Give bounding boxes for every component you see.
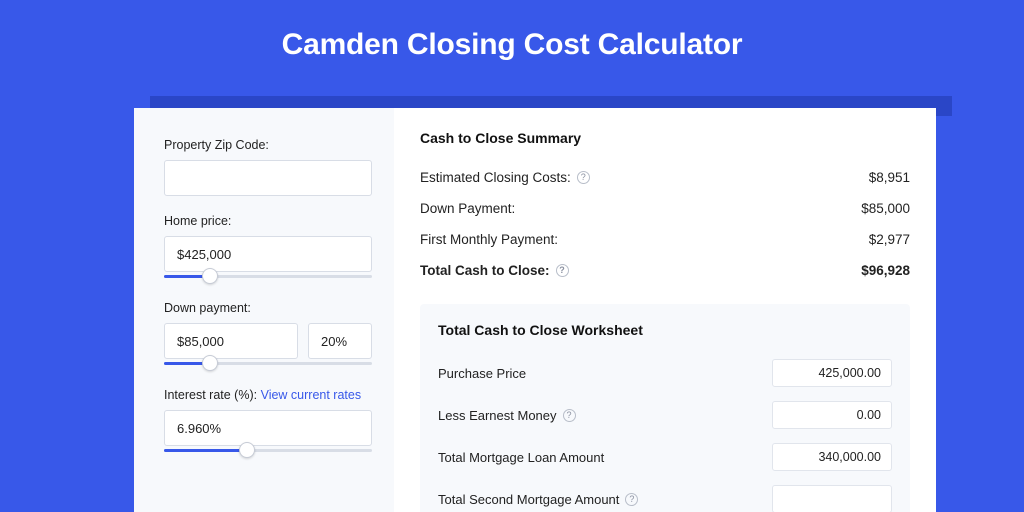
- summary-row-label-text: Total Cash to Close:: [420, 263, 550, 278]
- zip-input[interactable]: [164, 160, 372, 196]
- summary-row-label: Total Cash to Close:?: [420, 263, 569, 278]
- home-price-slider[interactable]: [164, 271, 372, 283]
- zip-label: Property Zip Code:: [164, 138, 372, 152]
- summary-row-label-text: Down Payment:: [420, 201, 515, 216]
- worksheet-panel: Total Cash to Close Worksheet Purchase P…: [420, 304, 910, 512]
- summary-rows: Estimated Closing Costs:? $8,951 Down Paym…: [420, 162, 910, 286]
- worksheet-rows: Purchase Price Less Earnest Money? Total M…: [438, 352, 892, 512]
- summary-row-value: $2,977: [869, 232, 910, 247]
- summary-row-label: Estimated Closing Costs:?: [420, 170, 590, 185]
- worksheet-row-input[interactable]: [772, 485, 892, 512]
- down-payment-pct-input[interactable]: [308, 323, 372, 359]
- home-price-field: Home price:: [164, 214, 372, 283]
- worksheet-row-input[interactable]: [772, 359, 892, 387]
- calculator-card: Property Zip Code: Home price: Down paym…: [134, 108, 936, 512]
- worksheet-title: Total Cash to Close Worksheet: [438, 322, 892, 338]
- summary-row-label: First Monthly Payment:: [420, 232, 558, 247]
- worksheet-row: Total Mortgage Loan Amount: [438, 436, 892, 478]
- page-title: Camden Closing Cost Calculator: [0, 0, 1024, 84]
- worksheet-row-label: Less Earnest Money?: [438, 408, 576, 423]
- summary-row-value: $8,951: [869, 170, 910, 185]
- summary-row: First Monthly Payment: $2,977: [420, 224, 910, 255]
- worksheet-row-label-text: Less Earnest Money: [438, 408, 557, 423]
- worksheet-row-input[interactable]: [772, 401, 892, 429]
- down-payment-slider[interactable]: [164, 358, 372, 370]
- worksheet-row-input[interactable]: [772, 443, 892, 471]
- interest-rate-label-text: Interest rate (%):: [164, 388, 257, 402]
- worksheet-row-label: Total Second Mortgage Amount?: [438, 492, 638, 507]
- results-panel: Cash to Close Summary Estimated Closing …: [394, 108, 936, 512]
- zip-field: Property Zip Code:: [164, 138, 372, 196]
- worksheet-row-label-text: Purchase Price: [438, 366, 526, 381]
- summary-row: Estimated Closing Costs:? $8,951: [420, 162, 910, 193]
- help-icon[interactable]: ?: [556, 264, 569, 277]
- help-icon[interactable]: ?: [563, 409, 576, 422]
- interest-rate-input[interactable]: [164, 410, 372, 446]
- worksheet-row-label-text: Total Second Mortgage Amount: [438, 492, 619, 507]
- worksheet-row-label-text: Total Mortgage Loan Amount: [438, 450, 604, 465]
- worksheet-row: Purchase Price: [438, 352, 892, 394]
- worksheet-row-label: Total Mortgage Loan Amount: [438, 450, 604, 465]
- home-price-label: Home price:: [164, 214, 372, 228]
- interest-rate-field: Interest rate (%): View current rates: [164, 388, 372, 457]
- summary-row: Total Cash to Close:? $96,928: [420, 255, 910, 286]
- summary-row-label-text: Estimated Closing Costs:: [420, 170, 571, 185]
- summary-title: Cash to Close Summary: [420, 130, 910, 146]
- slider-thumb[interactable]: [202, 268, 218, 284]
- summary-row-label-text: First Monthly Payment:: [420, 232, 558, 247]
- summary-row-label: Down Payment:: [420, 201, 515, 216]
- interest-rate-slider[interactable]: [164, 445, 372, 457]
- worksheet-row: Total Second Mortgage Amount?: [438, 478, 892, 512]
- slider-thumb[interactable]: [239, 442, 255, 458]
- summary-row-value: $85,000: [861, 201, 910, 216]
- view-rates-link[interactable]: View current rates: [261, 388, 362, 402]
- slider-thumb[interactable]: [202, 355, 218, 371]
- help-icon[interactable]: ?: [577, 171, 590, 184]
- summary-row-value: $96,928: [861, 263, 910, 278]
- down-payment-label: Down payment:: [164, 301, 372, 315]
- help-icon[interactable]: ?: [625, 493, 638, 506]
- summary-row: Down Payment: $85,000: [420, 193, 910, 224]
- down-payment-field: Down payment:: [164, 301, 372, 370]
- worksheet-row: Less Earnest Money?: [438, 394, 892, 436]
- home-price-input[interactable]: [164, 236, 372, 272]
- inputs-sidebar: Property Zip Code: Home price: Down paym…: [134, 108, 394, 512]
- slider-fill: [164, 449, 247, 452]
- interest-rate-label: Interest rate (%): View current rates: [164, 388, 372, 402]
- worksheet-row-label: Purchase Price: [438, 366, 526, 381]
- down-payment-input[interactable]: [164, 323, 298, 359]
